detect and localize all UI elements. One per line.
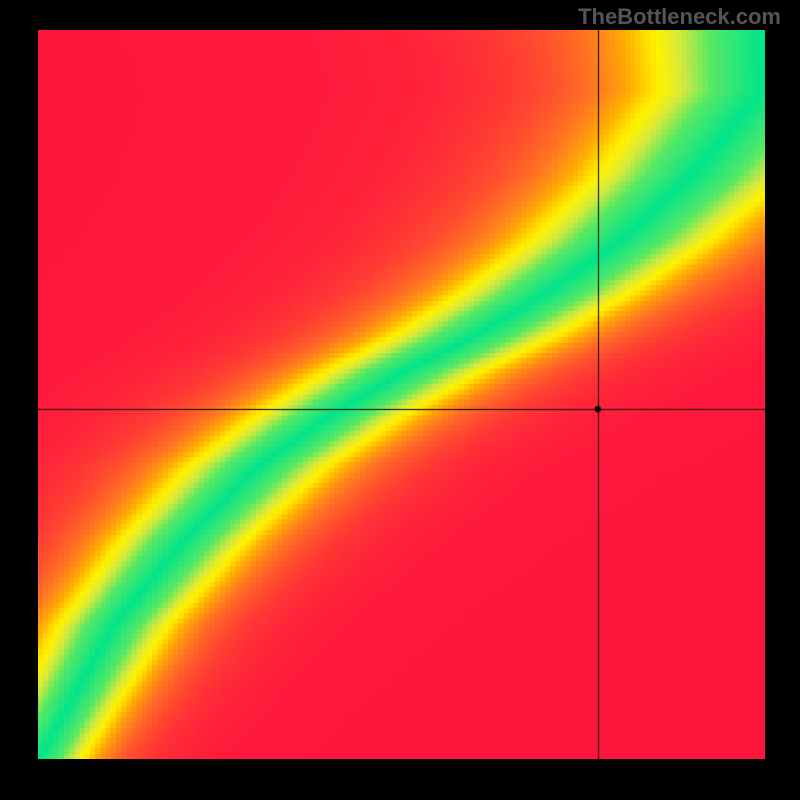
bottleneck-heatmap (38, 30, 765, 759)
chart-container: TheBottleneck.com (0, 0, 800, 800)
watermark-text: TheBottleneck.com (578, 4, 781, 30)
